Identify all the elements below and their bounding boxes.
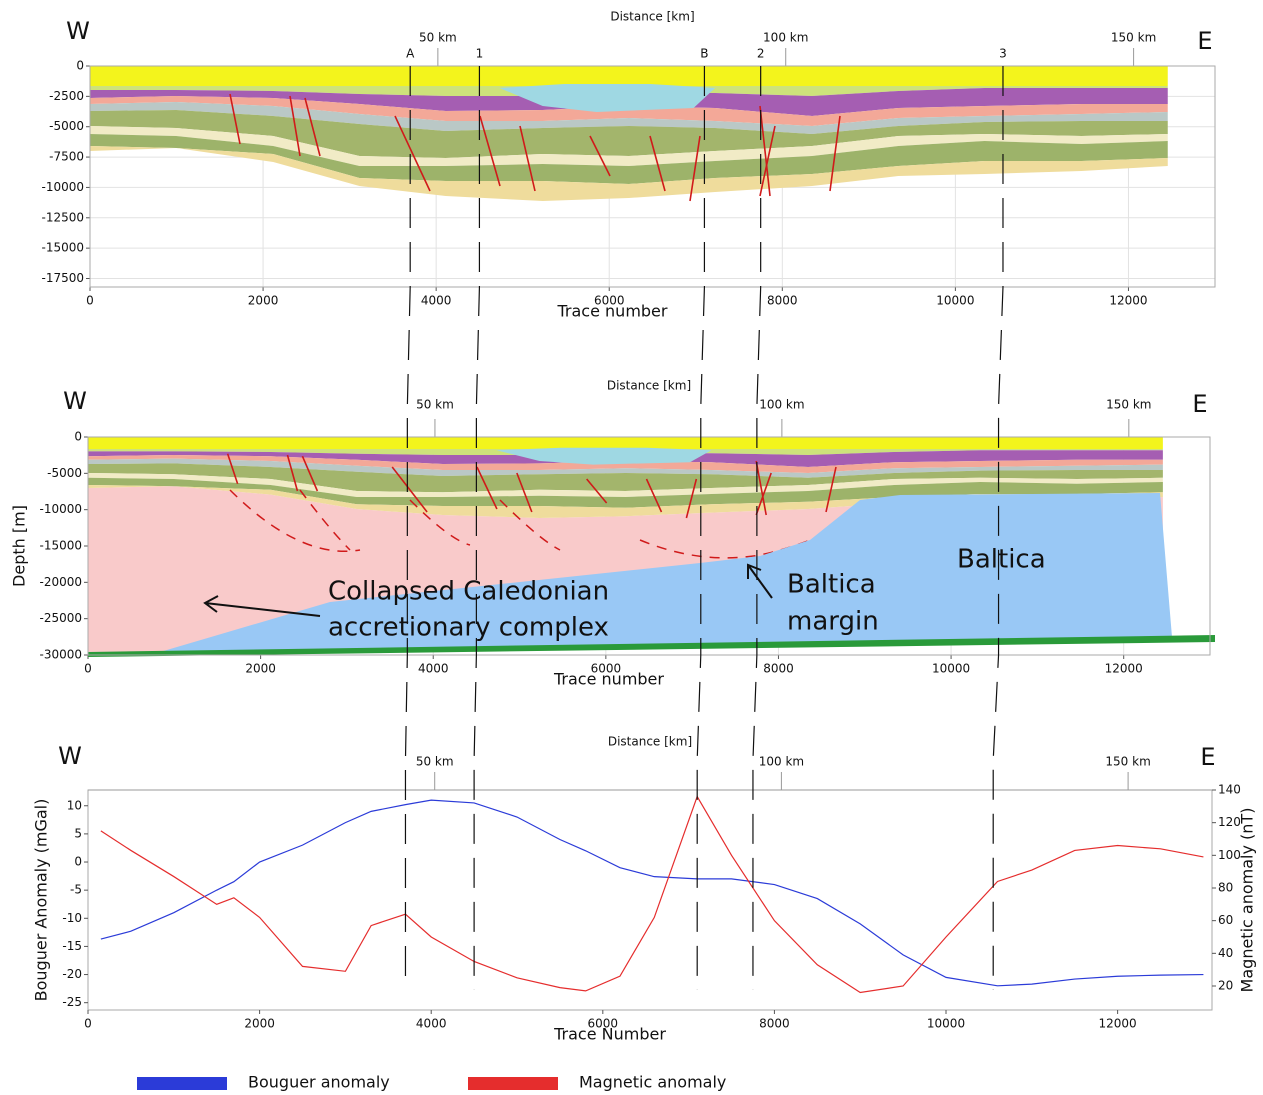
layer	[88, 437, 1163, 449]
legend-swatch	[468, 1077, 558, 1090]
x-tick-label: 8000	[763, 662, 794, 676]
km-tick-label: 100 km	[759, 755, 804, 769]
y-tick-label: -15000	[39, 539, 82, 553]
annotation: margin	[787, 607, 879, 637]
panel-title: Distance [km]	[607, 379, 691, 393]
km-tick-label: 150 km	[1106, 398, 1151, 412]
x-tick-label: 0	[84, 662, 92, 676]
y-tick-label: -20000	[39, 575, 82, 589]
y-tick-label: -10000	[39, 502, 82, 516]
x-tick-label: 0	[84, 1017, 92, 1031]
panel-title: Distance [km]	[610, 10, 694, 24]
y-axis-label: Bouguer Anomaly (mGal)	[32, 799, 51, 1002]
x-tick-label: 8000	[767, 294, 798, 308]
y-tick-label: 0	[76, 59, 84, 73]
y2-tick-label: 40	[1218, 946, 1233, 960]
y-tick-label: -30000	[39, 648, 82, 662]
layer	[90, 66, 1168, 86]
y2-axis-label: Magnetic anomaly (nT)	[1238, 808, 1257, 993]
y-tick-label: -5000	[49, 119, 84, 133]
legend-swatch	[137, 1077, 227, 1090]
km-tick-label: 150 km	[1105, 755, 1150, 769]
km-tick-label: 100 km	[763, 31, 808, 45]
y-tick-label: -2500	[49, 89, 84, 103]
x-tick-label: 12000	[1099, 1017, 1137, 1031]
legend-label: Bouguer anomaly	[248, 1073, 390, 1092]
well-label: B	[700, 47, 708, 61]
y2-tick-label: 20	[1218, 978, 1233, 992]
x-tick-label: 4000	[418, 662, 449, 676]
annotation: accretionary complex	[328, 613, 609, 643]
y-tick-label: -15000	[41, 241, 84, 255]
x-tick-label: 12000	[1109, 294, 1147, 308]
series-line	[101, 797, 1204, 993]
x-axis-label: Trace number	[553, 670, 664, 689]
km-tick-label: 50 km	[416, 755, 454, 769]
y-tick-label: 10	[67, 798, 82, 812]
legend-label: Magnetic anomaly	[579, 1073, 726, 1092]
x-tick-label: 8000	[759, 1017, 790, 1031]
x-tick-label: 2000	[244, 1017, 275, 1031]
side-label: W	[63, 387, 87, 415]
y2-tick-label: 80	[1218, 880, 1233, 894]
y-tick-label: -17500	[41, 271, 84, 285]
x-tick-label: 0	[86, 294, 94, 308]
y-tick-label: -5000	[47, 466, 82, 480]
y2-tick-label: 60	[1218, 913, 1233, 927]
side-label: E	[1200, 743, 1215, 771]
km-tick-label: 50 km	[416, 398, 454, 412]
panel-title: Distance [km]	[608, 735, 692, 749]
y2-tick-label: 140	[1218, 783, 1241, 797]
y-tick-label: -10	[62, 911, 82, 925]
well-label: A	[406, 47, 415, 61]
km-tick-label: 50 km	[419, 31, 457, 45]
y-tick-label: 0	[74, 855, 82, 869]
side-label: E	[1192, 390, 1207, 418]
x-axis-label: Trace Number	[553, 1025, 666, 1044]
series-line	[101, 800, 1204, 986]
y-tick-label: -25	[62, 995, 82, 1009]
annotation: Collapsed Caledonian	[328, 577, 609, 607]
side-label: E	[1197, 27, 1212, 55]
annotation: Baltica	[787, 570, 876, 600]
x-tick-label: 10000	[932, 662, 970, 676]
y-tick-label: -7500	[49, 150, 84, 164]
well-label: 3	[999, 47, 1007, 61]
y-tick-label: -15	[62, 939, 82, 953]
y-tick-label: 0	[74, 430, 82, 444]
km-tick-label: 150 km	[1111, 31, 1156, 45]
x-tick-label: 2000	[245, 662, 276, 676]
x-tick-label: 4000	[421, 294, 452, 308]
y-tick-label: -12500	[41, 210, 84, 224]
x-tick-label: 10000	[927, 1017, 965, 1031]
y-tick-label: 5	[74, 826, 82, 840]
x-tick-label: 2000	[248, 294, 279, 308]
well-label: 1	[476, 47, 484, 61]
x-axis-label: Trace number	[557, 302, 668, 321]
side-label: W	[66, 17, 90, 45]
plot-area	[88, 790, 1212, 1010]
km-tick-label: 100 km	[759, 398, 804, 412]
x-tick-label: 12000	[1105, 662, 1143, 676]
figure: Distance [km]WE0200040006000800010000120…	[0, 0, 1263, 1095]
y-tick-label: -10000	[41, 180, 84, 194]
well-label: 2	[757, 47, 765, 61]
x-tick-label: 10000	[936, 294, 974, 308]
side-label: W	[58, 742, 82, 770]
y-tick-label: -25000	[39, 611, 82, 625]
y-axis-label: Depth [m]	[10, 505, 29, 587]
x-tick-label: 4000	[416, 1017, 447, 1031]
y-tick-label: -5	[70, 883, 82, 897]
y-tick-label: -20	[62, 967, 82, 981]
annotation: Baltica	[957, 545, 1046, 575]
